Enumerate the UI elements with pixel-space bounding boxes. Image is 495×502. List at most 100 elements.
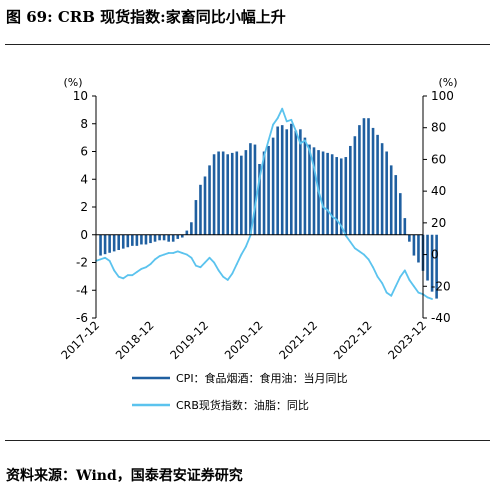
bar — [294, 130, 298, 235]
bar — [131, 234, 134, 246]
bar — [403, 218, 407, 235]
bar — [380, 143, 384, 235]
bar — [299, 129, 302, 235]
left-tick-label: 4 — [80, 172, 88, 186]
bar — [376, 134, 379, 235]
line-point — [376, 275, 379, 278]
line-point — [185, 253, 188, 256]
line-point — [417, 291, 420, 294]
left-tick-label: -2 — [76, 256, 88, 270]
bar — [417, 234, 420, 263]
bottom-rule — [5, 440, 490, 441]
line-point — [226, 279, 229, 281]
bar — [212, 154, 216, 235]
right-tick-label: 0 — [431, 248, 439, 262]
line-series-group — [95, 107, 433, 300]
line-point — [340, 225, 343, 227]
line-point — [140, 267, 143, 270]
line-point — [99, 258, 102, 261]
bar — [353, 136, 357, 235]
line-point — [299, 142, 302, 145]
bar — [394, 175, 398, 235]
legend: CPI：食品烟酒：食用油：当月同比 CRB现货指数：油脂：同比 — [132, 371, 348, 412]
line-point — [367, 258, 370, 261]
bar — [430, 234, 434, 292]
bar — [167, 234, 170, 242]
bar — [339, 158, 343, 235]
top-rule — [5, 44, 490, 45]
bar — [230, 152, 234, 235]
line-point — [331, 215, 334, 218]
bar — [426, 234, 429, 281]
right-axis-unit: (%) — [438, 76, 457, 89]
bar — [171, 234, 175, 242]
line-point — [254, 206, 256, 208]
x-tick-label: 2022-12 — [331, 318, 375, 362]
line-point — [117, 275, 120, 278]
bar — [362, 118, 366, 235]
left-tick-label: 6 — [80, 145, 88, 159]
bar — [258, 163, 261, 235]
bar — [135, 234, 139, 246]
line-point — [353, 247, 356, 250]
bar — [158, 234, 161, 241]
left-tick-label: -6 — [76, 311, 88, 325]
bar — [285, 129, 289, 235]
bar — [371, 127, 375, 235]
source-note: 资料来源：Wind，国泰君安证券研究 — [6, 468, 243, 484]
figure-title: 图 69: CRB 现货指数:家畜同比小幅上升 — [6, 8, 286, 26]
bar-series-group — [99, 118, 438, 299]
right-tick-label: -40 — [431, 311, 451, 325]
bar — [162, 234, 166, 241]
legend-label-line: CRB现货指数：油脂：同比 — [176, 398, 309, 412]
bar — [235, 151, 239, 235]
line-point — [145, 266, 147, 269]
bar — [180, 234, 184, 238]
bar — [117, 234, 121, 251]
line-point — [172, 252, 175, 254]
left-tick-label: 8 — [80, 117, 88, 131]
axes-group: -6-4-20246810(%)-40-20020406080100(%)201… — [58, 76, 457, 362]
left-tick-label: 0 — [80, 228, 88, 242]
bar — [303, 137, 307, 235]
line-point — [413, 285, 415, 288]
bar — [262, 151, 266, 235]
right-tick-label: 60 — [431, 152, 446, 166]
bar — [276, 126, 279, 235]
line-point — [126, 274, 129, 277]
line-point — [149, 263, 152, 265]
bar — [203, 176, 207, 235]
left-tick-label: 2 — [80, 200, 88, 214]
line-point — [195, 264, 197, 267]
bar — [153, 234, 157, 242]
left-axis-unit: (%) — [63, 76, 82, 89]
bar — [385, 151, 388, 235]
line-point — [181, 252, 184, 254]
line-point — [213, 261, 215, 264]
line-point — [381, 282, 384, 285]
bar — [99, 234, 102, 256]
line-point — [235, 263, 238, 265]
left-tick-label: 10 — [73, 89, 88, 103]
right-tick-label: 20 — [431, 216, 446, 230]
x-tick-label: 2018-12 — [113, 318, 157, 362]
bar — [208, 165, 211, 235]
line-point — [244, 245, 247, 248]
line-point — [190, 256, 193, 259]
bar — [326, 152, 329, 235]
left-tick-label: -4 — [76, 283, 88, 297]
line-point — [326, 209, 329, 212]
bar — [398, 193, 402, 235]
line-point — [317, 190, 320, 193]
line-point — [399, 275, 402, 278]
line-point — [308, 149, 311, 151]
bar — [408, 234, 411, 242]
bar — [240, 155, 243, 235]
bar — [271, 137, 275, 235]
line-point — [272, 123, 275, 126]
bar — [344, 157, 348, 235]
line-point — [426, 296, 429, 299]
bar — [144, 234, 148, 245]
line-point — [258, 177, 261, 180]
line-point — [313, 166, 315, 169]
